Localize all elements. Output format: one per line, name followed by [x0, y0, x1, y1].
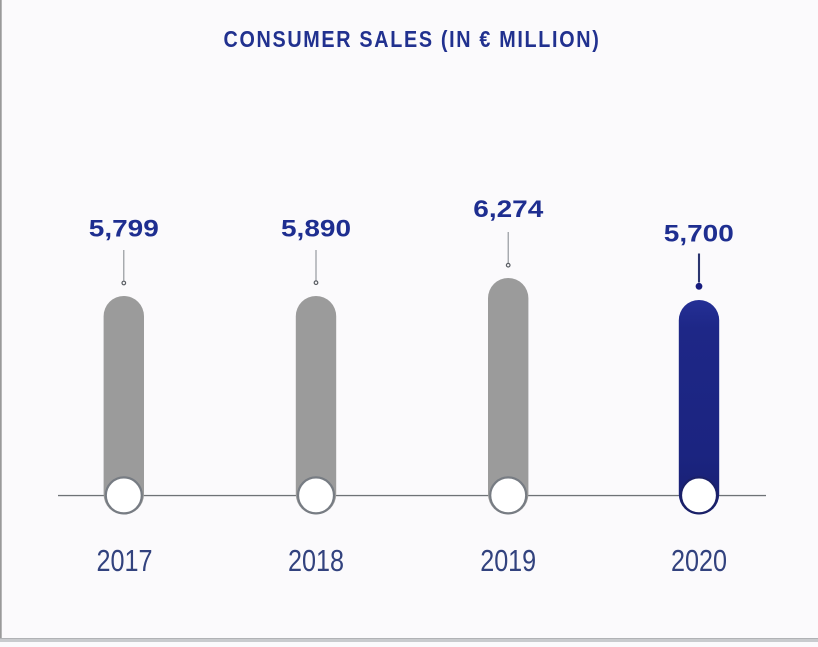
svg-text:5,890: 5,890: [281, 215, 351, 242]
svg-text:2017: 2017: [97, 543, 153, 578]
svg-text:5,799: 5,799: [89, 215, 159, 242]
svg-text:2018: 2018: [288, 543, 344, 578]
svg-text:2020: 2020: [671, 543, 727, 578]
svg-text:6,274: 6,274: [473, 196, 543, 223]
svg-text:CONSUMER SALES (IN € MILLION): CONSUMER SALES (IN € MILLION): [224, 26, 601, 52]
svg-text:2019: 2019: [480, 543, 536, 578]
svg-text:5,700: 5,700: [664, 220, 734, 247]
